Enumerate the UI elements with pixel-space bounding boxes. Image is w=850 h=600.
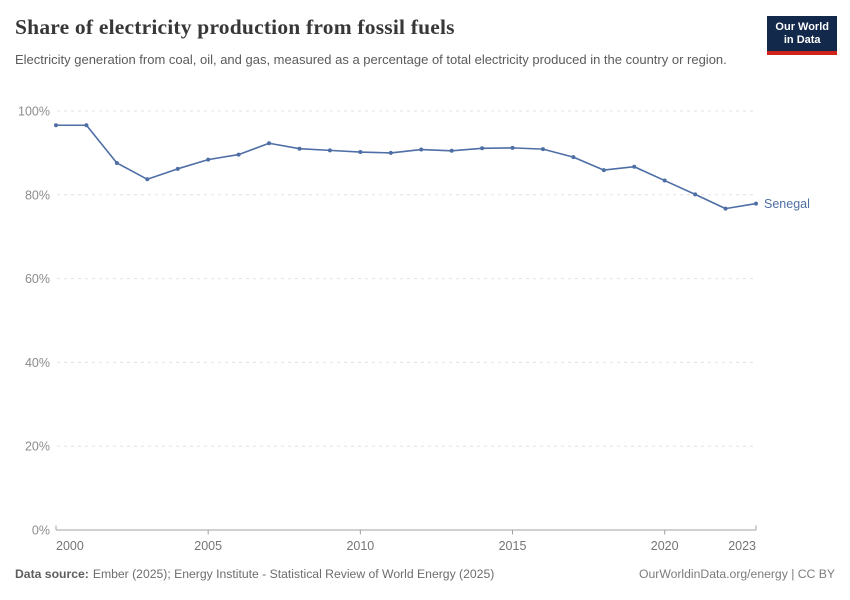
data-point-senegal-2023[interactable] [754,201,758,206]
owid-logo-line1: Our World [775,21,829,33]
data-point-senegal-2003[interactable] [145,177,150,182]
x-tick-label-2020: 2020 [651,539,679,553]
x-tick-label-2023: 2023 [728,539,756,553]
data-point-senegal-2000[interactable] [54,123,58,128]
chart-footer: Data source: Ember (2025); Energy Institu… [15,567,835,583]
y-tick-label-100: 100% [18,105,50,119]
owid-logo-line2: in Data [783,34,821,47]
series-line-senegal [55,124,757,210]
data-point-senegal-2018[interactable] [601,168,606,173]
data-point-senegal-2012[interactable] [419,147,424,152]
data-point-senegal-2014[interactable] [480,146,485,151]
data-point-senegal-2017[interactable] [571,155,576,160]
data-point-senegal-2007[interactable] [267,141,272,146]
data-point-senegal-2019[interactable] [632,164,637,169]
y-tick-label-40: 40% [25,356,50,370]
y-tick-label-20: 20% [25,440,50,454]
data-source: Data source: Ember (2025); Energy Institu… [15,567,494,583]
data-source-label: Data source: [15,567,89,581]
data-point-senegal-2020[interactable] [662,178,667,183]
x-tick-label-2005: 2005 [194,539,222,553]
data-point-senegal-2013[interactable] [449,148,454,153]
data-point-senegal-2010[interactable] [358,150,363,155]
x-tick-label-2010: 2010 [346,539,374,553]
chart-subtitle: Electricity generation from coal, oil, a… [15,52,727,67]
data-point-senegal-2009[interactable] [327,148,332,153]
data-point-senegal-2021[interactable] [693,192,698,197]
x-tick-label-2000: 2000 [56,539,84,553]
data-point-senegal-2022[interactable] [723,206,728,211]
y-tick-label-80: 80% [25,188,50,202]
y-tick-label-0: 0% [32,524,50,538]
y-tick-label-60: 60% [25,272,50,286]
data-point-senegal-2002[interactable] [114,160,119,165]
data-point-senegal-2005[interactable] [206,157,211,162]
attribution-link[interactable]: OurWorldinData.org/energy | CC BY [639,567,835,581]
data-source-text: Ember (2025); Energy Institute - Statist… [92,567,495,581]
data-point-senegal-2004[interactable] [175,166,180,171]
data-point-senegal-2008[interactable] [297,146,302,151]
page-title: Share of electricity production from fos… [15,15,455,39]
owid-logo[interactable]: Our World in Data [767,16,837,56]
data-point-senegal-2015[interactable] [510,145,515,150]
series-label-senegal[interactable]: Senegal [764,197,810,211]
x-tick-label-2015: 2015 [499,539,527,553]
data-point-senegal-2016[interactable] [540,147,545,152]
data-point-senegal-2006[interactable] [236,152,241,157]
data-point-senegal-2011[interactable] [388,150,393,155]
data-point-senegal-2001[interactable] [84,123,89,128]
